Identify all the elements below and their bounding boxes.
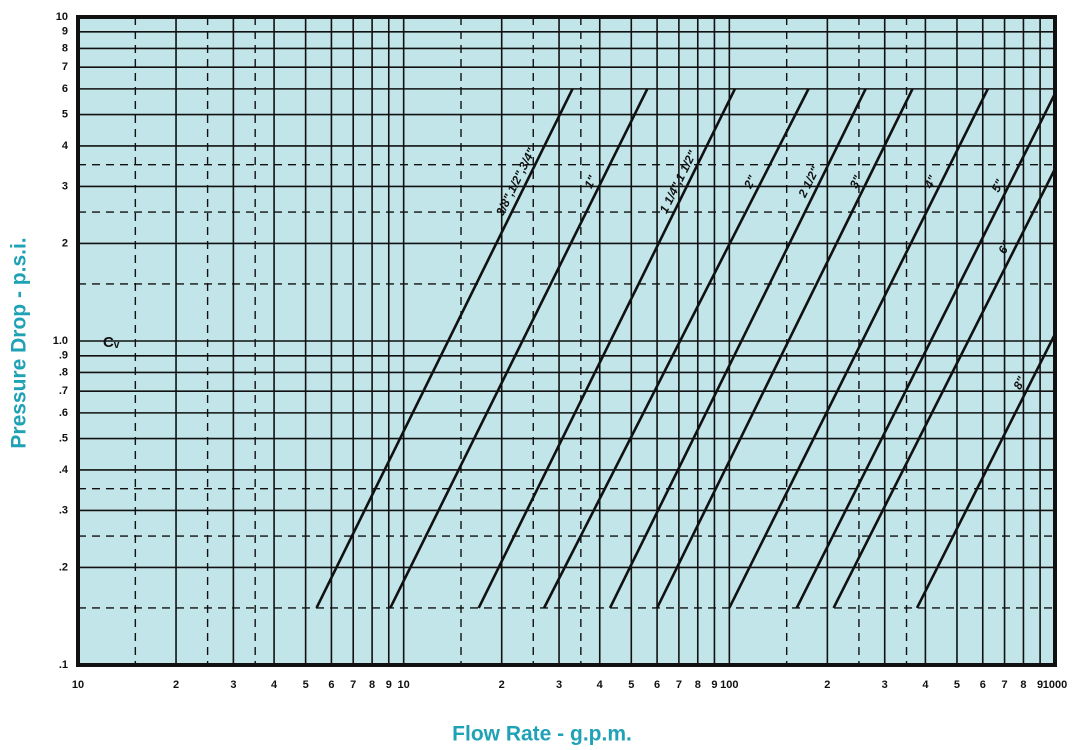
series-line <box>477 88 737 609</box>
y-tick-label: .2 <box>59 561 68 573</box>
x-tick-label: 8 <box>1020 679 1026 691</box>
series-line <box>795 93 1057 609</box>
x-tick-label: 4 <box>271 679 278 691</box>
x-tick-label: 8 <box>695 679 701 691</box>
x-tick-label: 2 <box>173 679 179 691</box>
plot-frame <box>76 15 1057 667</box>
x-axis-title: Flow Rate - g.p.m. <box>452 723 632 746</box>
y-tick-label: 9 <box>62 26 68 38</box>
x-tick-label: 7 <box>1001 679 1007 691</box>
y-tick-label: 3 <box>62 180 68 192</box>
y-tick-label: 6 <box>62 83 68 95</box>
y-tick-label: 8 <box>62 42 68 54</box>
series-line <box>542 88 810 609</box>
series-line <box>915 333 1057 609</box>
y-tick-label: .6 <box>59 407 68 419</box>
x-tick-label: 10 <box>72 679 84 691</box>
x-tick-label: 3 <box>882 679 888 691</box>
x-tick-label: 6 <box>328 679 334 691</box>
x-tick-label: 6 <box>980 679 986 691</box>
y-tick-label: 4 <box>62 140 69 152</box>
x-tick-label: 4 <box>922 679 929 691</box>
x-tick-label: 4 <box>597 679 604 691</box>
x-tick-label: 100 <box>720 679 738 691</box>
cv-annotation: Cᵥ <box>103 334 120 351</box>
series-line <box>655 88 914 609</box>
y-tick-label: 1.0 <box>53 335 68 347</box>
series-label: 3" <box>847 173 865 191</box>
series-line <box>315 88 574 609</box>
x-tick-label: 9 <box>1037 679 1043 691</box>
y-tick-label: 10 <box>56 11 68 23</box>
y-tick-label: .5 <box>59 432 68 444</box>
y-tick-label: .7 <box>59 385 68 397</box>
y-tick-label: 2 <box>62 237 68 249</box>
series-line <box>389 88 649 609</box>
y-tick-label: .3 <box>59 504 68 516</box>
series-lines <box>315 88 1057 609</box>
series-label: 5" <box>989 177 1007 195</box>
y-tick-label: 5 <box>62 108 68 120</box>
series-label: 8" <box>1010 374 1028 392</box>
y-tick-label: .4 <box>59 464 69 476</box>
x-tick-label: 5 <box>303 679 309 691</box>
y-tick-label: .1 <box>59 659 68 671</box>
series-line <box>608 88 867 609</box>
y-tick-label: .9 <box>59 350 68 362</box>
x-tick-label: 8 <box>369 679 375 691</box>
series-label: 6" <box>995 238 1013 256</box>
x-tick-label: 3 <box>230 679 236 691</box>
x-tick-label: 6 <box>654 679 660 691</box>
x-tick-label: 5 <box>628 679 634 691</box>
x-tick-label: 9 <box>711 679 717 691</box>
series-line <box>728 88 989 609</box>
x-tick-label: 7 <box>676 679 682 691</box>
grid <box>77 16 1056 666</box>
series-label: 2" <box>741 173 760 192</box>
x-tick-label: 7 <box>350 679 356 691</box>
x-tick-label: 10 <box>398 679 410 691</box>
series-line <box>832 168 1057 609</box>
x-tick-label: 2 <box>499 679 505 691</box>
y-tick-label: .8 <box>59 366 68 378</box>
x-tick-label: 1000 <box>1043 679 1067 691</box>
x-tick-label: 2 <box>824 679 830 691</box>
x-tick-label: 9 <box>386 679 392 691</box>
x-tick-label: 5 <box>954 679 960 691</box>
y-axis-title: Pressure Drop - p.s.i. <box>8 237 31 448</box>
y-tick-label: 7 <box>62 61 68 73</box>
series-label: 4" <box>921 173 940 191</box>
x-tick-label: 3 <box>556 679 562 691</box>
series-label: 1" <box>581 173 599 191</box>
